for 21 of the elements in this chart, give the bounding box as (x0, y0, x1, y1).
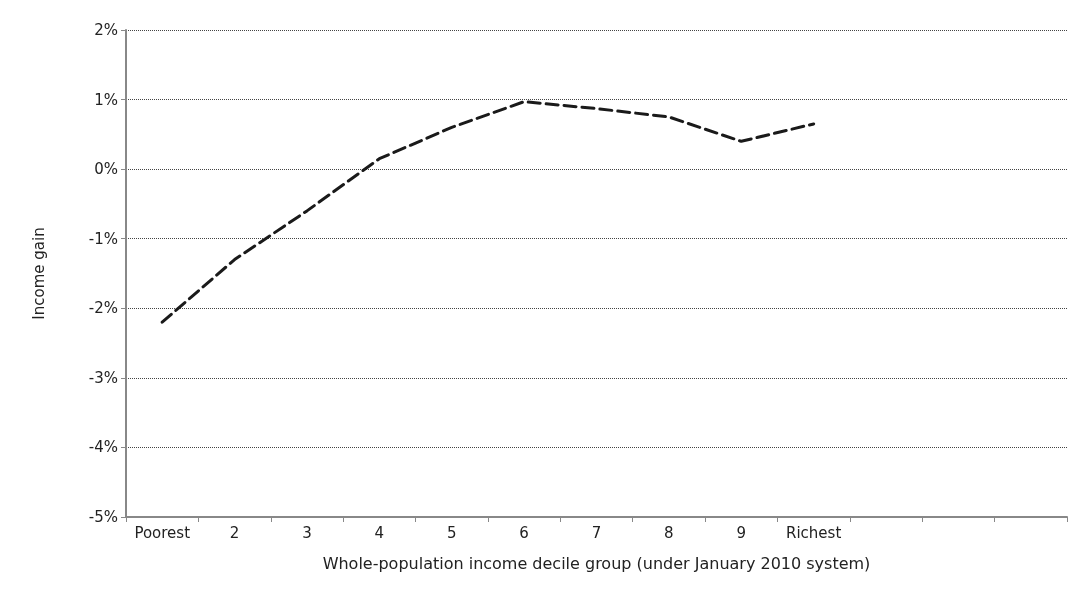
y-tick-label: 1% (94, 90, 118, 109)
x-axis-title: Whole-population income decile group (under January 2010 system) (322, 553, 871, 573)
y-tick-label: -2% (88, 299, 118, 318)
x-tick-label: Richest (786, 523, 842, 542)
x-tick-label: 2 (229, 523, 240, 542)
x-tick-label: 7 (591, 523, 602, 542)
x-tick-label: 3 (302, 523, 312, 542)
y-axis-title: Income gain (29, 227, 48, 320)
y-tick-label: -4% (88, 438, 118, 457)
y-tick-label: -1% (88, 229, 118, 248)
line-series (160, 100, 816, 324)
y-tick-label: 2% (94, 21, 118, 39)
x-tick-label: 9 (736, 523, 747, 542)
x-tick-label: 8 (664, 523, 674, 542)
y-tick-label: 0% (94, 160, 118, 179)
x-tick-label: 4 (374, 523, 385, 542)
x-tick-label: Poorest (134, 523, 191, 542)
y-tick-label: -5% (88, 508, 118, 526)
x-tick-label: 6 (519, 523, 529, 542)
x-tick-label: 5 (446, 523, 457, 542)
y-tick-label: -3% (88, 368, 118, 387)
